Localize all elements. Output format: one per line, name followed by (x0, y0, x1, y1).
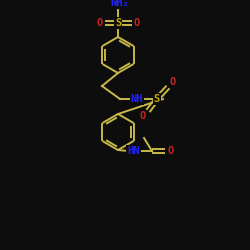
Text: NH: NH (131, 94, 143, 104)
Text: S: S (115, 18, 121, 28)
Text: O: O (97, 18, 103, 28)
Text: S: S (154, 94, 160, 104)
Text: HN: HN (127, 146, 139, 156)
Text: O: O (168, 146, 174, 156)
Text: O: O (140, 111, 146, 121)
Text: O: O (134, 18, 140, 28)
Text: O: O (170, 77, 176, 87)
Text: NH₂: NH₂ (110, 0, 130, 8)
